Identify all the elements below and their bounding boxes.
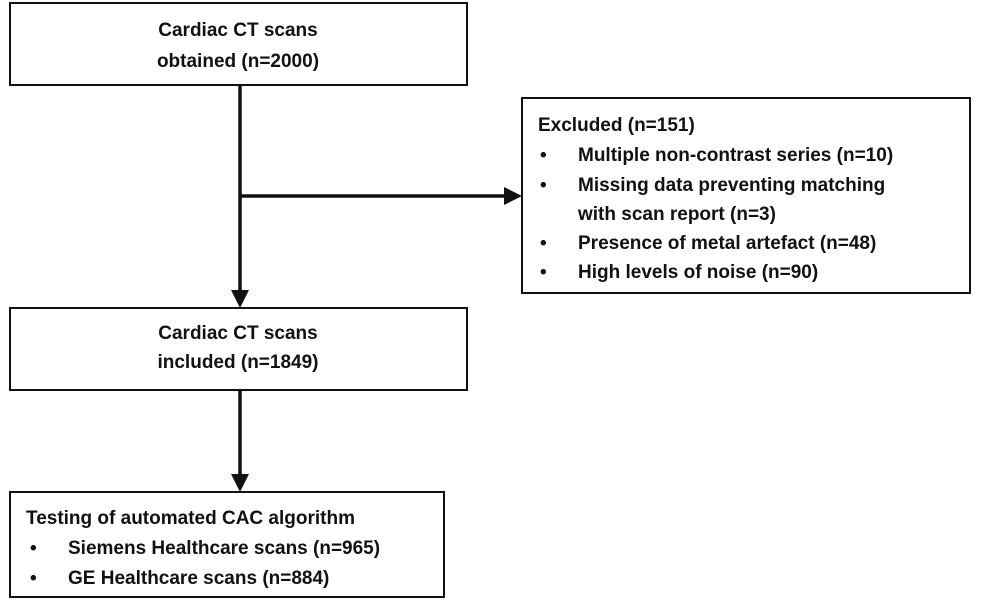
node-text: obtained (n=2000): [157, 51, 319, 72]
node-item: Siemens Healthcare scans (n=965): [68, 538, 380, 559]
arrowhead: [504, 187, 522, 205]
node-item: Missing data preventing matching: [578, 175, 885, 196]
node-item: High levels of noise (n=90): [578, 262, 818, 283]
node-text: included (n=1849): [157, 352, 318, 373]
bullet: •: [540, 175, 547, 196]
bullet: •: [540, 145, 547, 166]
arrowhead: [231, 474, 249, 492]
box-testing: [9, 491, 445, 598]
box-excluded: [521, 97, 971, 294]
node-item: Presence of metal artefact (n=48): [578, 233, 876, 254]
node-text: Cardiac CT scans: [158, 323, 317, 344]
bullet: •: [30, 568, 37, 589]
node-item: Multiple non-contrast series (n=10): [578, 145, 893, 166]
node-item: GE Healthcare scans (n=884): [68, 568, 329, 589]
node-title: Excluded (n=151): [538, 115, 695, 136]
node-title: Testing of automated CAC algorithm: [26, 508, 355, 529]
bullet: •: [540, 262, 547, 283]
node-text: Cardiac CT scans: [158, 20, 317, 41]
box-included: [9, 307, 468, 391]
box-obtained: [9, 2, 468, 86]
bullet: •: [540, 233, 547, 254]
bullet: •: [30, 538, 37, 559]
node-item: with scan report (n=3): [577, 204, 776, 225]
arrowhead: [231, 290, 249, 308]
